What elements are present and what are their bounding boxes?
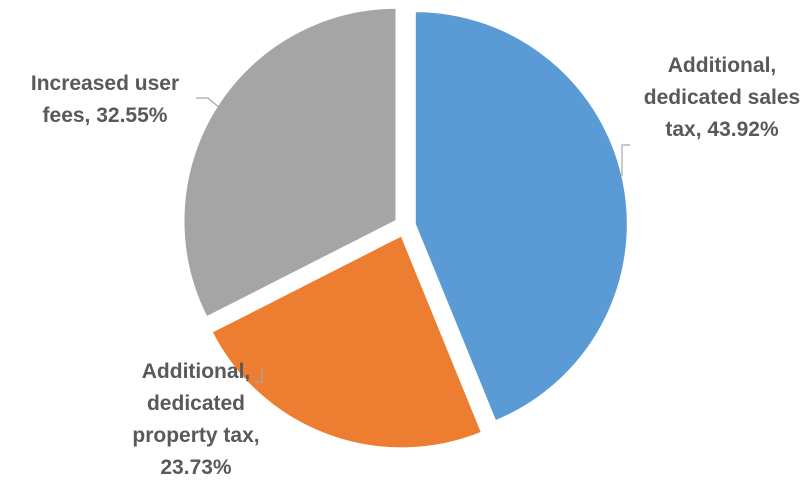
data-labels: Additional, dedicated sales tax, 43.92%Add… xyxy=(31,54,800,479)
data-label-line: tax, 43.92% xyxy=(665,118,779,141)
data-label-additional-dedicated-property-tax: Additional, dedicated property tax, 23.73% xyxy=(132,360,259,479)
pie-slices xyxy=(182,6,629,450)
leader-lines xyxy=(196,97,630,383)
pie-slice-additional-dedicated-sales-tax xyxy=(413,10,629,423)
data-label-line: 23.73% xyxy=(160,456,232,479)
data-label-line: Additional, xyxy=(142,360,251,383)
data-label-line: dedicated xyxy=(147,392,245,415)
data-label-line: Increased user xyxy=(31,72,179,95)
leader-line-additional-dedicated-sales-tax xyxy=(621,144,630,176)
data-label-line: fees, 32.55% xyxy=(43,104,168,127)
data-label-additional-dedicated-sales-tax: Additional, dedicated sales tax, 43.92% xyxy=(644,54,800,141)
data-label-line: Additional, xyxy=(668,54,777,77)
data-label-line: property tax, xyxy=(132,424,259,447)
pie-slice-increased-user-fees xyxy=(182,6,398,319)
pie-slice-additional-dedicated-property-tax xyxy=(210,233,484,450)
leader-line-increased-user-fees xyxy=(196,97,222,110)
data-label-increased-user-fees: Increased user fees, 32.55% xyxy=(31,72,179,127)
leader-line-additional-dedicated-property-tax xyxy=(255,368,263,383)
data-label-line: dedicated sales xyxy=(644,86,800,109)
